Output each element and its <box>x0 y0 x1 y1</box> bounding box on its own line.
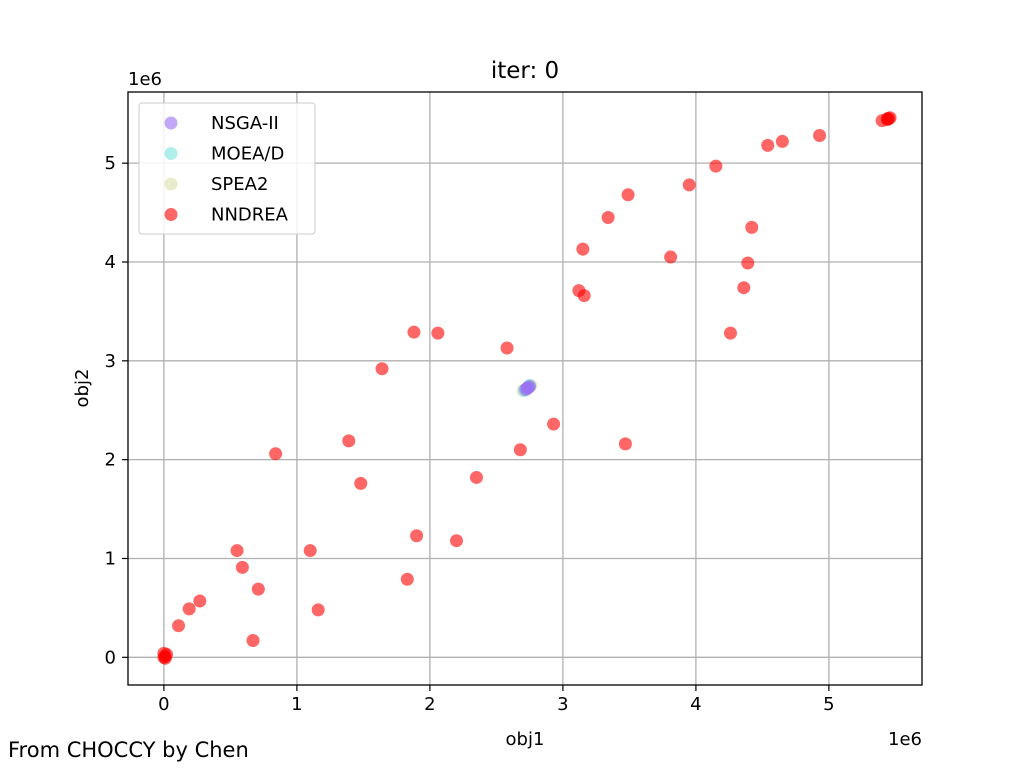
y-offset-label: 1e6 <box>128 69 162 90</box>
point-nndrea <box>547 417 561 431</box>
legend-label: NSGA-II <box>211 113 279 134</box>
legend-box <box>138 102 316 235</box>
point-nndrea <box>172 619 186 633</box>
point-nndrea <box>342 434 356 448</box>
y-tick-label: 3 <box>105 351 116 372</box>
y-tick-label: 2 <box>105 450 116 471</box>
y-tick-label: 1 <box>105 548 116 569</box>
y-tick-label: 0 <box>105 647 116 668</box>
legend-marker <box>164 208 178 221</box>
point-nndrea <box>193 594 207 608</box>
point-nndrea <box>737 281 751 295</box>
point-nndrea <box>431 326 445 340</box>
point-nndrea <box>775 134 789 148</box>
x-offset-label: 1e6 <box>888 729 922 750</box>
y-tick-label: 4 <box>105 252 116 273</box>
point-nndrea <box>723 326 737 340</box>
point-nndrea <box>745 220 759 234</box>
point-nndrea <box>400 572 414 586</box>
x-tick-label: 5 <box>823 694 834 715</box>
point-nndrea <box>235 560 249 574</box>
point-nndrea <box>880 112 894 126</box>
legend-label: SPEA2 <box>211 174 268 195</box>
point-nndrea <box>618 437 632 451</box>
point-nndrea <box>354 476 368 490</box>
point-nndrea <box>158 651 172 665</box>
y-axis-label: obj2 <box>72 369 93 408</box>
x-tick-label: 4 <box>690 694 701 715</box>
point-nndrea <box>813 128 827 142</box>
x-tick-label: 3 <box>557 694 568 715</box>
plot-frame <box>127 91 923 686</box>
legend-label: MOEA/D <box>211 144 284 165</box>
point-nndrea <box>576 242 590 256</box>
point-nndrea <box>182 602 196 616</box>
point-nndrea <box>410 529 424 543</box>
point-nndrea <box>269 447 283 461</box>
point-nndrea <box>311 603 325 617</box>
point-nsga-ii <box>523 380 537 394</box>
point-nndrea <box>375 362 389 376</box>
point-nndrea <box>450 534 464 548</box>
point-nndrea <box>469 470 483 484</box>
point-nndrea <box>251 582 265 596</box>
point-nndrea <box>601 211 615 225</box>
point-nndrea <box>230 544 244 558</box>
point-nndrea <box>500 341 514 355</box>
legend: NSGA-II MOEA/D SPEA2 NNDREA <box>138 102 316 235</box>
point-nndrea <box>709 159 723 173</box>
x-tick-label: 2 <box>424 694 435 715</box>
legend-marker <box>164 116 178 130</box>
point-nndrea <box>741 256 755 270</box>
grid <box>128 92 922 685</box>
point-nndrea <box>246 634 260 648</box>
point-nndrea <box>761 138 775 152</box>
point-nndrea <box>303 544 317 558</box>
x-tick-label: 0 <box>158 694 169 715</box>
legend-marker <box>164 147 178 160</box>
point-nndrea <box>513 443 527 457</box>
point-nndrea <box>577 289 591 303</box>
credit-text: From CHOCCY by Chen <box>8 738 249 762</box>
chart-title: iter: 0 <box>491 58 559 84</box>
x-axis-label: obj1 <box>506 729 545 750</box>
y-tick-label: 5 <box>105 153 116 174</box>
x-tick-label: 1 <box>291 694 302 715</box>
legend-label: NNDREA <box>211 205 289 226</box>
point-nndrea <box>664 250 678 264</box>
data-points <box>157 111 897 665</box>
point-nndrea <box>682 178 696 192</box>
axis-ticks: 0 1 2 3 4 5 0 1 2 3 4 5 <box>105 153 835 715</box>
point-nndrea <box>621 188 635 202</box>
legend-marker <box>164 177 178 191</box>
point-nndrea <box>407 325 421 339</box>
